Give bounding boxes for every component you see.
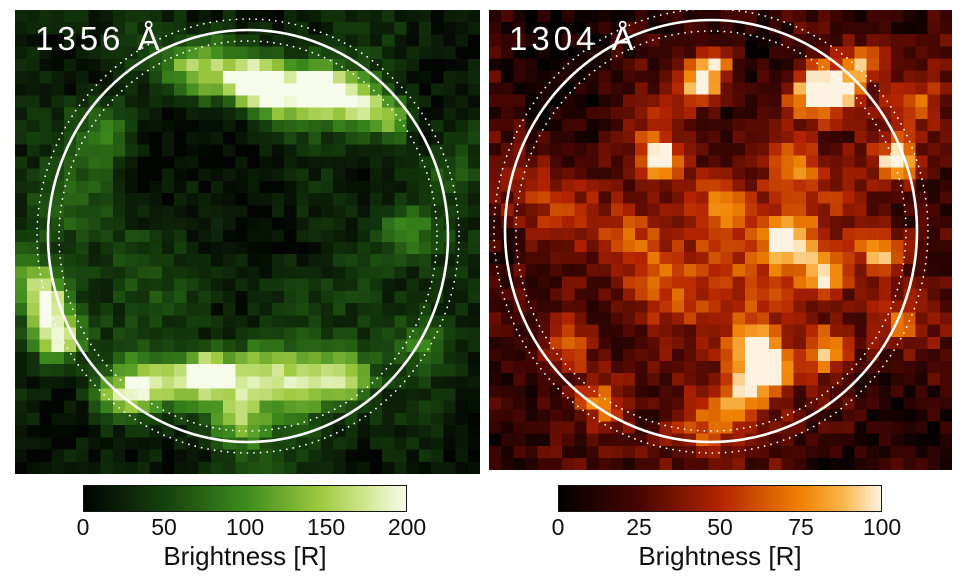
colorbar-gradient-1304 — [558, 485, 882, 512]
colorbar-tick: 150 — [306, 514, 346, 540]
colorbar-tick: 25 — [626, 514, 652, 540]
brightness-map-1356 — [15, 10, 480, 474]
heatmap-panel-1304: 1304 Å — [489, 10, 952, 470]
colorbar-tick: 75 — [788, 514, 814, 540]
colorbar-tick: 100 — [225, 514, 265, 540]
colorbar-tick: 50 — [707, 514, 733, 540]
heatmap-panel-1356: 1356 Å — [15, 10, 480, 474]
colorbar-tick: 50 — [151, 514, 177, 540]
colorbar-ticks-1304: 0 25 50 75 100 — [552, 513, 902, 540]
wavelength-label-1304: 1304 Å — [509, 20, 638, 57]
colorbar-1356: 0 50 100 150 200 Brightness [R] — [77, 485, 427, 572]
colorbar-tick: 0 — [76, 514, 90, 540]
colorbar-label-1304: Brightness [R] — [638, 541, 802, 571]
colorbar-1304: 0 25 50 75 100 Brightness [R] — [552, 485, 902, 572]
colorbar-label-1356: Brightness [R] — [163, 541, 327, 571]
colorbar-ticks-1356: 0 50 100 150 200 — [77, 513, 427, 540]
colorbar-tick: 100 — [862, 514, 902, 540]
colorbar-tick: 0 — [551, 514, 565, 540]
brightness-map-1304 — [489, 10, 952, 470]
colorbar-tick: 200 — [387, 514, 427, 540]
wavelength-label-1356: 1356 Å — [35, 20, 164, 57]
colorbar-gradient-1356 — [83, 485, 407, 512]
